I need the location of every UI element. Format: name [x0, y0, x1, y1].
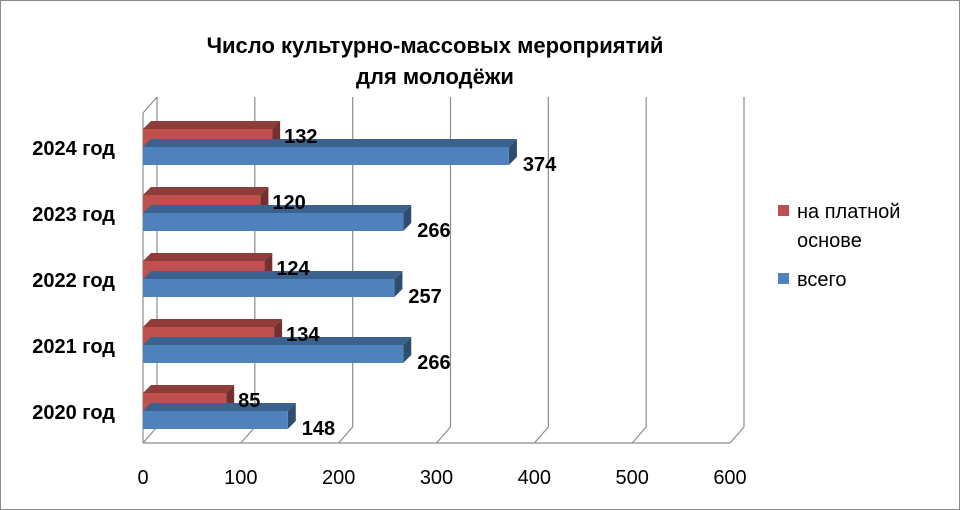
data-label-paid-4: 85: [238, 390, 260, 412]
bar-total-4-top: [143, 403, 296, 411]
category-labels: 2024 год 2023 год 2022 год 2021 год 2020 год: [32, 138, 115, 424]
bar-total-1-top: [143, 205, 412, 213]
bar-total-4-side: [287, 403, 296, 429]
floor-diagonal-100: [240, 426, 256, 444]
data-label-paid-3: 134: [286, 324, 320, 346]
bar-total-0-front: [143, 147, 509, 165]
data-label-total-2: 257: [408, 286, 441, 308]
left-wall-top: [142, 96, 158, 114]
bar-total-2-side: [394, 271, 403, 297]
bar-total-4: [143, 403, 296, 429]
bar-total-3-top: [143, 337, 412, 345]
floor-diagonal-300: [436, 426, 451, 444]
bar-total-0: [143, 139, 517, 165]
bar-paid-0-top: [143, 121, 281, 129]
category-label-1: 2023 год: [32, 204, 115, 226]
x-tick-label-500: 500: [615, 467, 648, 489]
legend-label-total: всего: [797, 269, 847, 291]
legend-item-paid: на платной основе: [778, 198, 958, 256]
bar-total-3-front: [143, 345, 404, 363]
data-label-total-0: 374: [523, 154, 557, 176]
x-tick-label-300: 300: [420, 467, 453, 489]
floor-diagonal-400: [533, 426, 549, 444]
data-label-total-1: 266: [417, 220, 450, 242]
bar-total-1: [143, 205, 412, 231]
floor-diagonal-500: [631, 426, 647, 444]
bar-paid-1-top: [143, 187, 269, 195]
bar-total-0-top: [143, 139, 517, 147]
legend-item-total: всего: [778, 266, 958, 295]
legend: на платной основе всего: [778, 198, 958, 305]
bar-total-0-side: [508, 139, 517, 165]
chart-title-line-2: для молодёжи: [356, 64, 514, 89]
x-tick-label-600: 600: [713, 467, 746, 489]
data-label-paid-2: 124: [276, 258, 310, 280]
data-labels: 132 374 120 266 124 257 134 266 85 148: [238, 126, 557, 440]
category-label-0: 2024 год: [32, 138, 115, 160]
bar-paid-2-top: [143, 253, 273, 261]
bar-total-2-front: [143, 279, 395, 297]
legend-swatch-paid: [778, 205, 789, 216]
bar-total-3-side: [403, 337, 412, 363]
legend-label-paid: на платной основе: [797, 201, 901, 252]
bar-total-4-front: [143, 411, 288, 429]
data-label-total-3: 266: [417, 352, 450, 374]
legend-swatch-total: [778, 273, 789, 284]
x-tick-label-200: 200: [322, 467, 355, 489]
bar-total-3: [143, 337, 412, 363]
floor-diagonal-600: [729, 426, 745, 444]
category-label-2: 2022 год: [32, 270, 115, 292]
x-tick-label-400: 400: [518, 467, 551, 489]
x-tick-label-0: 0: [137, 467, 148, 489]
bar-total-2: [143, 271, 403, 297]
category-label-4: 2020 год: [32, 402, 115, 424]
x-tick-labels: 0 100 200 300 400 500 600: [137, 467, 746, 489]
bar-paid-4-top: [143, 385, 235, 393]
data-label-paid-0: 132: [284, 126, 317, 148]
bar-total-1-front: [143, 213, 404, 231]
chart-title: Число культурно-массовых мероприятий для…: [200, 30, 670, 92]
floor-diagonal-0: [142, 426, 158, 444]
category-label-3: 2021 год: [32, 336, 115, 358]
bar-total-1-side: [403, 205, 412, 231]
data-label-paid-1: 120: [272, 192, 305, 214]
bar-paid-3-top: [143, 319, 283, 327]
bar-total-2-top: [143, 271, 403, 279]
floor-diagonal-200: [338, 426, 354, 444]
chart-title-line-1: Число культурно-массовых мероприятий: [206, 33, 664, 58]
data-label-total-4: 148: [302, 418, 335, 440]
x-tick-label-100: 100: [224, 467, 257, 489]
bars: [143, 121, 517, 429]
